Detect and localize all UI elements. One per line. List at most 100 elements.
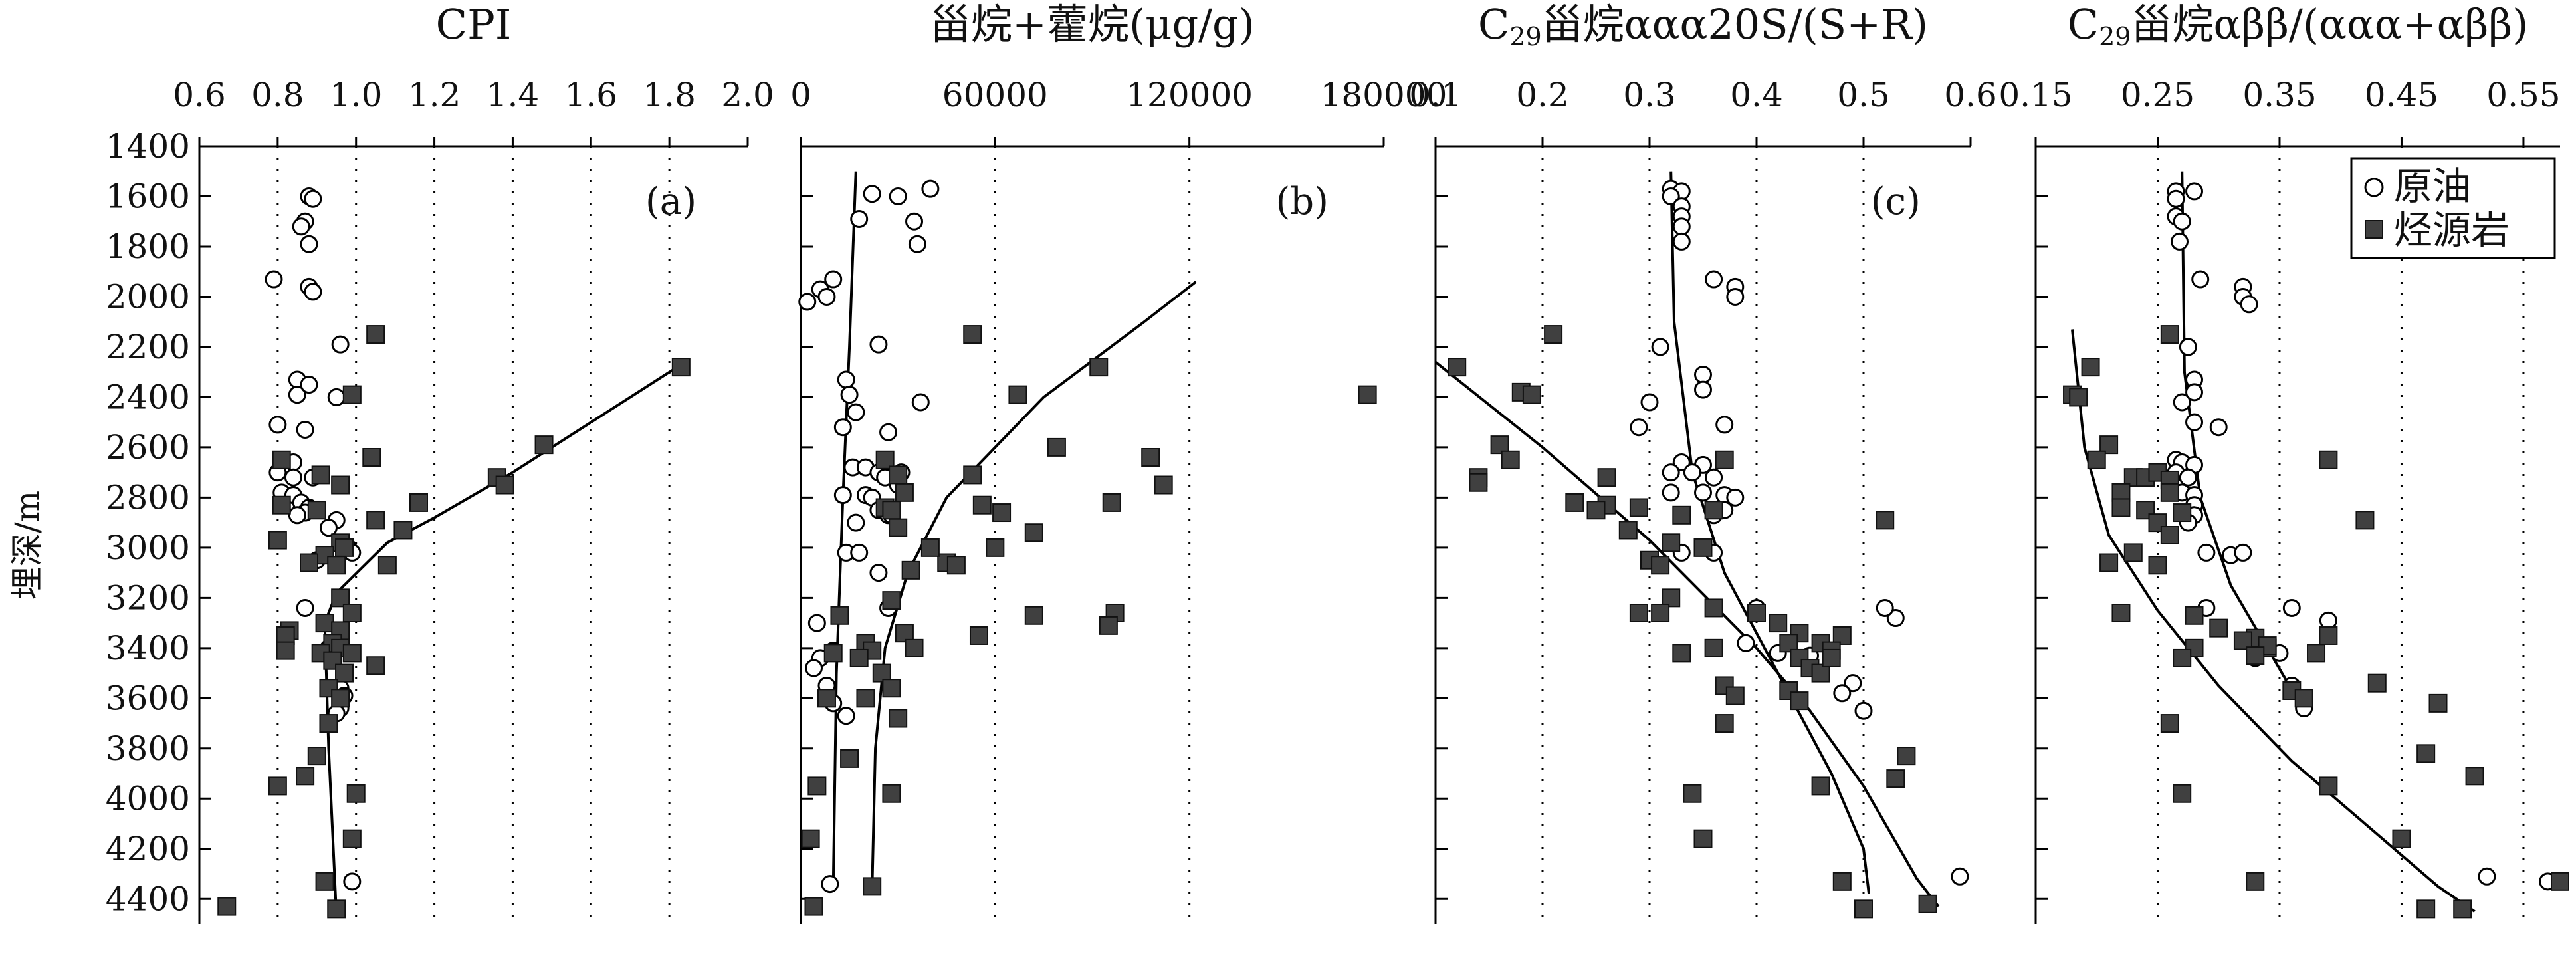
source-rock-point bbox=[366, 656, 385, 675]
x-tick-label: 60000 bbox=[942, 76, 1048, 114]
oil-point bbox=[1876, 598, 1894, 617]
source-rock-point bbox=[366, 511, 385, 530]
x-tick-label: 180000 bbox=[1321, 76, 1448, 114]
source-rock-point bbox=[2355, 511, 2375, 530]
x-tick-label: 0.45 bbox=[2365, 76, 2438, 114]
source-rock-point bbox=[1102, 493, 1121, 512]
source-rock-point bbox=[2319, 626, 2338, 645]
chart-panels: CPI 0.6 0.8 1.0 1.2 1.4 1.6 1.8 2.0 1400 1600 1800 2… bbox=[106, 0, 2569, 924]
source-rock-point bbox=[2551, 872, 2569, 891]
source-rock-point bbox=[895, 483, 914, 502]
oil-point bbox=[288, 386, 306, 404]
oil-point bbox=[1694, 380, 1712, 399]
x-tick-label: 1.0 bbox=[330, 76, 383, 114]
oil-point bbox=[1672, 217, 1691, 236]
source-rock-point bbox=[1715, 714, 1734, 733]
source-rock-point bbox=[2453, 899, 2472, 919]
panel-label: (a) bbox=[645, 180, 697, 223]
source-rock-point bbox=[863, 877, 882, 896]
oil-point bbox=[807, 614, 826, 632]
oil-point bbox=[2240, 295, 2258, 314]
source-rock-point bbox=[315, 614, 334, 633]
oil-point bbox=[1694, 365, 1712, 384]
source-rock-point bbox=[300, 553, 318, 572]
oil-point bbox=[869, 335, 888, 354]
oil-point bbox=[840, 386, 859, 404]
oil-point bbox=[889, 187, 907, 205]
oil-point bbox=[824, 270, 843, 289]
oil-point bbox=[804, 659, 823, 677]
x-tick-label: 1.8 bbox=[643, 76, 696, 114]
source-rock-point bbox=[2392, 829, 2411, 848]
source-rock-point bbox=[804, 897, 823, 916]
oil-point bbox=[2478, 867, 2496, 886]
oil-point bbox=[300, 376, 318, 394]
source-rock-point bbox=[1832, 872, 1852, 891]
source-rock-point bbox=[1629, 498, 1648, 517]
oil-point bbox=[2197, 543, 2216, 562]
source-rock-point bbox=[1469, 473, 1488, 492]
x-tick-label: 0.35 bbox=[2242, 76, 2316, 114]
source-rock-point bbox=[1918, 894, 1937, 913]
oil-point bbox=[1886, 609, 1905, 628]
source-rock-point bbox=[1154, 475, 1173, 495]
source-rock-point bbox=[331, 689, 350, 708]
source-rock-point bbox=[1672, 505, 1691, 525]
source-rock-point bbox=[534, 435, 554, 455]
source-rock-point bbox=[1876, 511, 1895, 530]
source-rock-point bbox=[882, 784, 901, 803]
source-rock-point bbox=[327, 556, 346, 575]
panel-title: CPI bbox=[436, 0, 512, 49]
source-rock-point bbox=[1629, 604, 1648, 622]
oil-point bbox=[850, 209, 869, 228]
oil-point bbox=[304, 283, 322, 301]
oil-point bbox=[300, 235, 318, 253]
source-rock-point bbox=[817, 689, 836, 708]
source-rock-point bbox=[1725, 686, 1745, 705]
source-rock-point bbox=[409, 493, 428, 512]
source-rock-point bbox=[1811, 776, 1830, 796]
source-rock-point bbox=[268, 776, 287, 796]
source-rock-point bbox=[2160, 483, 2179, 502]
panel-title: C29甾烷ααα20S/(S+R) bbox=[1478, 0, 1928, 51]
source-rock-point bbox=[807, 776, 827, 796]
source-rock-point bbox=[1683, 784, 1702, 803]
oil-point bbox=[2173, 212, 2191, 231]
oil-point bbox=[847, 513, 865, 532]
oil-point bbox=[1726, 287, 1745, 306]
source-rock-point bbox=[889, 709, 908, 728]
oil-point bbox=[911, 393, 930, 412]
source-rock-point bbox=[2087, 450, 2106, 469]
y-axis-label: 埋深/m bbox=[8, 491, 47, 600]
oil-point bbox=[1854, 701, 1873, 720]
source-rock-point bbox=[905, 638, 924, 657]
legend-source-rock-label: 烃源岩 bbox=[2394, 207, 2510, 253]
source-rock-point bbox=[2111, 604, 2131, 622]
source-rock-point bbox=[1790, 648, 1809, 667]
x-tick-label: 0.2 bbox=[1516, 76, 1569, 114]
source-rock-point bbox=[1024, 606, 1043, 625]
source-rock-point bbox=[2246, 872, 2265, 891]
source-rock-point bbox=[1886, 769, 1905, 788]
legend-box bbox=[2350, 157, 2556, 259]
source-rock-point bbox=[342, 829, 362, 848]
source-rock-point bbox=[335, 663, 354, 683]
source-rock-point bbox=[2173, 784, 2192, 803]
y-tick-label: 1400 bbox=[106, 127, 190, 166]
source-rock-point bbox=[1651, 604, 1670, 622]
source-rock-point bbox=[1822, 648, 1841, 667]
source-rock-point bbox=[276, 641, 295, 660]
trend-line bbox=[2071, 329, 2476, 913]
source-rock-point bbox=[2185, 606, 2204, 625]
source-rock-point bbox=[366, 325, 385, 344]
source-rock-point bbox=[323, 651, 342, 670]
source-rock-point bbox=[1141, 448, 1160, 467]
source-rock-point bbox=[946, 556, 966, 575]
oil-point bbox=[1683, 463, 1701, 482]
y-tick-label: 4400 bbox=[106, 880, 190, 918]
source-rock-point bbox=[1693, 829, 1713, 848]
oil-point bbox=[908, 235, 926, 253]
oil-point bbox=[798, 293, 817, 311]
oil-point bbox=[265, 270, 283, 289]
